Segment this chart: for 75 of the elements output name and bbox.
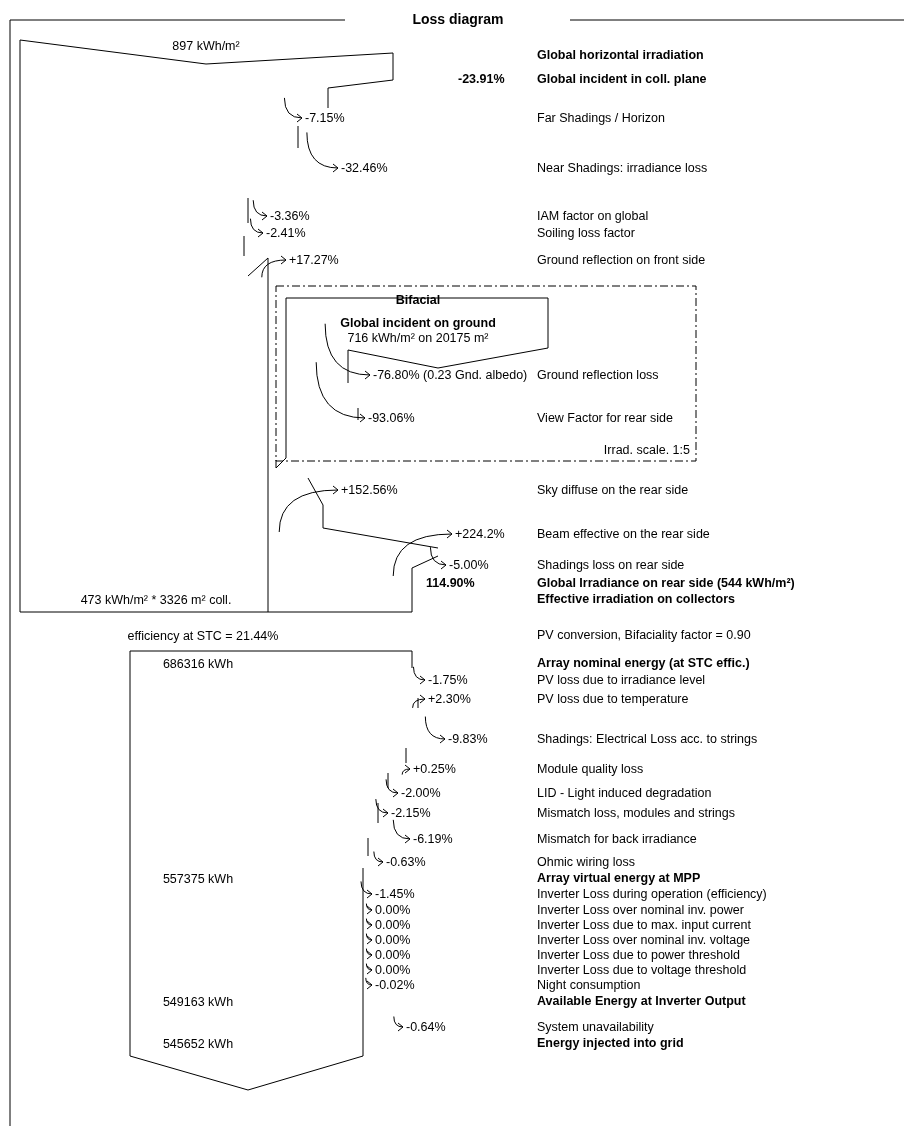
category-label: Inverter Loss over nominal inv. voltage (537, 933, 751, 947)
data-label: 114.90% (426, 576, 475, 590)
data-label: 0.00% (375, 948, 411, 962)
text: 716 kWh/m² on 20175 m² (347, 331, 489, 345)
data-label: +2.30% (428, 692, 471, 706)
category-label: Effective irradiation on collectors (537, 592, 736, 606)
category-label: IAM factor on global (537, 209, 649, 223)
data-label: 0.00% (375, 918, 411, 932)
data-label: -2.41% (266, 226, 306, 240)
category-label: Shadings: Electrical Loss acc. to strings (537, 732, 758, 746)
category-label: Soiling loss factor (537, 226, 635, 240)
category-label: Inverter Loss due to voltage threshold (537, 963, 747, 977)
text: 686316 kWh (162, 657, 234, 671)
data-label: -76.80% (0.23 Gnd. albedo) (373, 368, 528, 382)
category-label: LID - Light induced degradation (537, 786, 712, 800)
category-label: Array virtual energy at MPP (537, 871, 701, 885)
category-label: Near Shadings: irradiance loss (537, 161, 708, 175)
category-label: Ground reflection on front side (537, 253, 706, 267)
category-label: Sky diffuse on the rear side (537, 483, 689, 497)
category-label: Inverter Loss over nominal inv. power (537, 903, 744, 917)
category-label: Global incident in coll. plane (537, 72, 707, 86)
category-label: Global Irradiance on rear side (544 kWh/m²) (537, 576, 795, 590)
data-label: -0.64% (406, 1020, 446, 1034)
category-label: View Factor for rear side (537, 411, 673, 425)
category-label: Beam effective on the rear side (537, 527, 710, 541)
data-label: +0.25% (413, 762, 456, 776)
data-label: 0.00% (375, 903, 411, 917)
data-label: +152.56% (341, 483, 398, 497)
data-label: -2.15% (391, 806, 431, 820)
category-label: Mismatch for back irradiance (537, 832, 697, 846)
category-label: Array nominal energy (at STC effic.) (537, 656, 750, 670)
category-label: Night consumption (537, 978, 641, 992)
data-label: -1.45% (375, 887, 415, 901)
data-label: -32.46% (341, 161, 388, 175)
text: Bifacial (395, 293, 441, 307)
category-label: System unavailability (537, 1020, 655, 1034)
category-label: PV conversion, Bifaciality factor = 0.90 (537, 628, 751, 642)
data-label: -2.00% (401, 786, 441, 800)
data-label: -6.19% (413, 832, 453, 846)
data-label: -1.75% (428, 673, 468, 687)
data-label: 0.00% (375, 933, 411, 947)
data-label: -93.06% (368, 411, 415, 425)
data-label: -3.36% (270, 209, 310, 223)
data-label: 0.00% (375, 963, 411, 977)
category-label: Far Shadings / Horizon (537, 111, 665, 125)
text: efficiency at STC = 21.44% (127, 629, 279, 643)
category-label: Mismatch loss, modules and strings (537, 806, 735, 820)
data-label: +224.2% (455, 527, 505, 541)
data-label: -9.83% (448, 732, 488, 746)
category-label: Ohmic wiring loss (537, 855, 635, 869)
text: 549163 kWh (162, 995, 234, 1009)
category-label: Shadings loss on rear side (537, 558, 685, 572)
category-label: PV loss due to temperature (537, 692, 689, 706)
text: 557375 kWh (162, 872, 234, 886)
category-label: Energy injected into grid (537, 1036, 684, 1050)
category-label: Module quality loss (537, 762, 644, 776)
category-label: Global horizontal irradiation (537, 48, 704, 62)
text: Irrad. scale. 1:5 (603, 443, 691, 457)
data-label: +17.27% (289, 253, 339, 267)
text: 897 kWh/m² (172, 39, 240, 53)
text: 473 kWh/m² * 3326 m² coll. (80, 593, 232, 607)
text: Global incident on ground (340, 316, 496, 330)
category-label: Inverter Loss due to max. input current (537, 918, 752, 932)
data-label: -23.91% (458, 72, 505, 86)
data-label: -0.02% (375, 978, 415, 992)
category-label: Available Energy at Inverter Output (537, 994, 747, 1008)
data-label: -0.63% (386, 855, 426, 869)
text: 545652 kWh (162, 1037, 234, 1051)
data-label: -5.00% (449, 558, 489, 572)
category-label: Inverter Loss due to power threshold (537, 948, 740, 962)
category-label: Inverter Loss during operation (efficiency) (537, 887, 767, 901)
data-label: -7.15% (305, 111, 345, 125)
category-label: Ground reflection loss (537, 368, 659, 382)
category-label: PV loss due to irradiance level (537, 673, 706, 687)
text: Loss diagram (412, 11, 504, 27)
